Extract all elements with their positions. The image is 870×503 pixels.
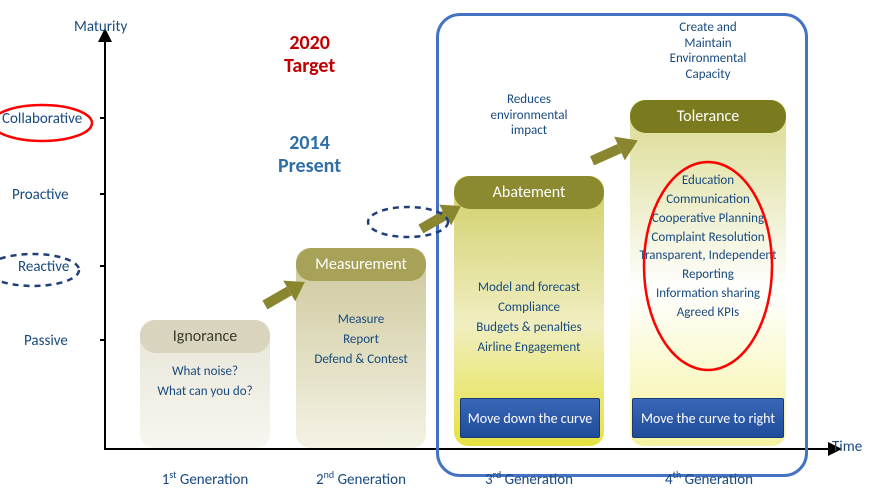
ellipse-reactive [0, 254, 79, 286]
ellipse-transition [368, 207, 448, 237]
ellipses-overlay [0, 0, 870, 503]
ellipse-gen4-items [644, 162, 772, 370]
ellipse-collaborative [0, 105, 92, 141]
